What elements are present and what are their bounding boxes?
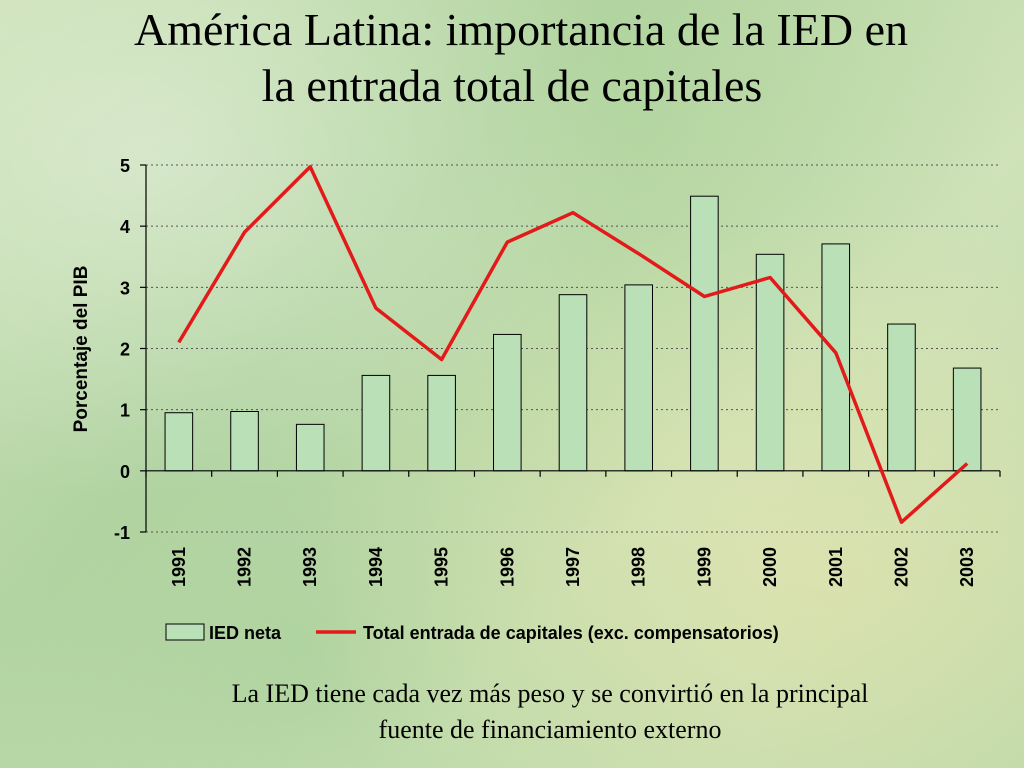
x-tick-label-2000: 2000 (760, 547, 780, 587)
legend-label-ied-neta: IED neta (209, 623, 282, 643)
bar-1995 (427, 374, 456, 472)
slide-title-line-2: la entrada total de capitales (261, 60, 763, 111)
caption-line-2: fuente de financiamiento externo (378, 715, 722, 744)
bar-1993 (295, 423, 325, 472)
x-tick-label-1995: 1995 (432, 547, 452, 587)
bar-series-ied-neta (164, 195, 982, 472)
x-tick-labels: 1991 1992 1993 1994 1995 1996 1997 1998 1999 2000… (169, 547, 977, 587)
bar-1994 (361, 374, 391, 472)
x-tick-label-1996: 1996 (497, 547, 517, 587)
legend-label-total-capitales: Total entrada de capitales (exc. compens… (363, 623, 779, 643)
chart-legend: IED neta Total entrada de capitales (exc… (165, 623, 779, 643)
y-tick-label-5: 0 (120, 462, 130, 482)
legend-swatch-ied-neta (165, 623, 205, 641)
bar-1998 (624, 284, 653, 472)
slide-title-line-1: América Latina: importancia de la IED en (134, 4, 908, 55)
bar-1992 (230, 411, 259, 472)
bar-2002 (887, 323, 916, 472)
x-tick-label-1992: 1992 (235, 547, 255, 587)
y-tick-labels: 5 4 3 2 1 0 -1 (114, 156, 130, 543)
x-tick-label-2001: 2001 (826, 547, 846, 587)
slide-title: América Latina: importancia de la IED en… (0, 2, 1024, 114)
chart-axes (140, 164, 1001, 533)
x-tick-label-2002: 2002 (891, 547, 911, 587)
y-tick-label-4: 1 (120, 401, 130, 421)
y-tick-label-2: 3 (120, 278, 130, 298)
x-tick-label-1993: 1993 (300, 547, 320, 587)
bar-1999 (690, 195, 719, 472)
y-tick-label-0: 5 (120, 156, 130, 176)
x-tick-label-1991: 1991 (169, 547, 189, 587)
y-tick-label-1: 4 (120, 217, 130, 237)
bar-2003 (952, 367, 982, 472)
slide-caption: La IED tiene cada vez más peso y se conv… (100, 676, 1000, 748)
y-tick-label-6: -1 (114, 523, 130, 543)
x-tick-label-1998: 1998 (629, 547, 649, 587)
bar-1997 (558, 294, 588, 472)
bar-1991 (164, 412, 194, 472)
x-tick-label-1994: 1994 (366, 547, 386, 587)
y-axis-label: Porcentaje del PIB (71, 266, 92, 433)
y-tick-label-3: 2 (120, 340, 130, 360)
bar-1996 (493, 333, 522, 472)
line-series-total-capitales (177, 165, 969, 524)
x-tick-label-1999: 1999 (694, 547, 714, 587)
x-tick-label-2003: 2003 (957, 547, 977, 587)
x-tick-label-1997: 1997 (563, 547, 583, 587)
caption-line-1: La IED tiene cada vez más peso y se conv… (231, 679, 869, 708)
